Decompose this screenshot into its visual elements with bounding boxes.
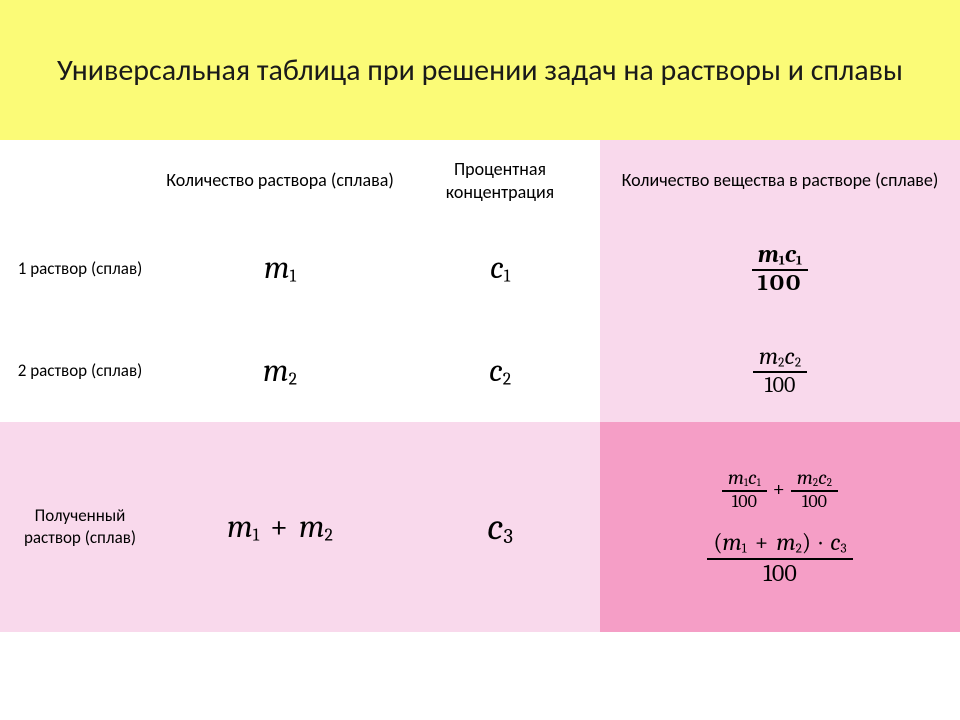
header-empty xyxy=(0,140,160,217)
row1-label: 1 раствор (сплав) xyxy=(0,217,160,319)
table-row: 2 раствор (сплав) m2 c2 m2c2 100 xyxy=(0,319,960,421)
slide-title: Универсальная таблица при решении задач … xyxy=(57,51,903,90)
cell-m1-plus-m2: m1 + m2 xyxy=(160,422,400,632)
row3-label: Полученный раствор (сплав) xyxy=(0,422,160,632)
cell-c1: c1 xyxy=(400,217,600,319)
table-row-result: Полученный раствор (сплав) m1 + m2 c3 m1… xyxy=(0,422,960,632)
cell-c3: c3 xyxy=(400,422,600,632)
table-header-row: Количество раствора (сплава) Процентная … xyxy=(0,140,960,217)
formula-combined-fraction: (m1 + m2) · c3 100 xyxy=(707,529,852,586)
header-concentration: Процентная концентрация xyxy=(400,140,600,217)
row2-label: 2 раствор (сплав) xyxy=(0,319,160,421)
title-band: Универсальная таблица при решении задач … xyxy=(0,0,960,140)
table-row: 1 раствор (сплав) m1 c1 m1c1 1OO xyxy=(0,217,960,319)
solutions-table: Количество раствора (сплава) Процентная … xyxy=(0,140,960,632)
cell-m2c2-100: m2c2 100 xyxy=(600,319,960,421)
formula-sum-fractions: m1c1 100 + m2c2 100 xyxy=(722,467,838,511)
cell-c2: c2 xyxy=(400,319,600,421)
cell-m1: m1 xyxy=(160,217,400,319)
header-amount: Количество раствора (сплава) xyxy=(160,140,400,217)
cell-m2: m2 xyxy=(160,319,400,421)
header-substance: Количество вещества в растворе (сплаве) xyxy=(600,140,960,217)
cell-result-formulas: m1c1 100 + m2c2 100 (m1 xyxy=(600,422,960,632)
cell-m1c1-100: m1c1 1OO xyxy=(600,217,960,319)
